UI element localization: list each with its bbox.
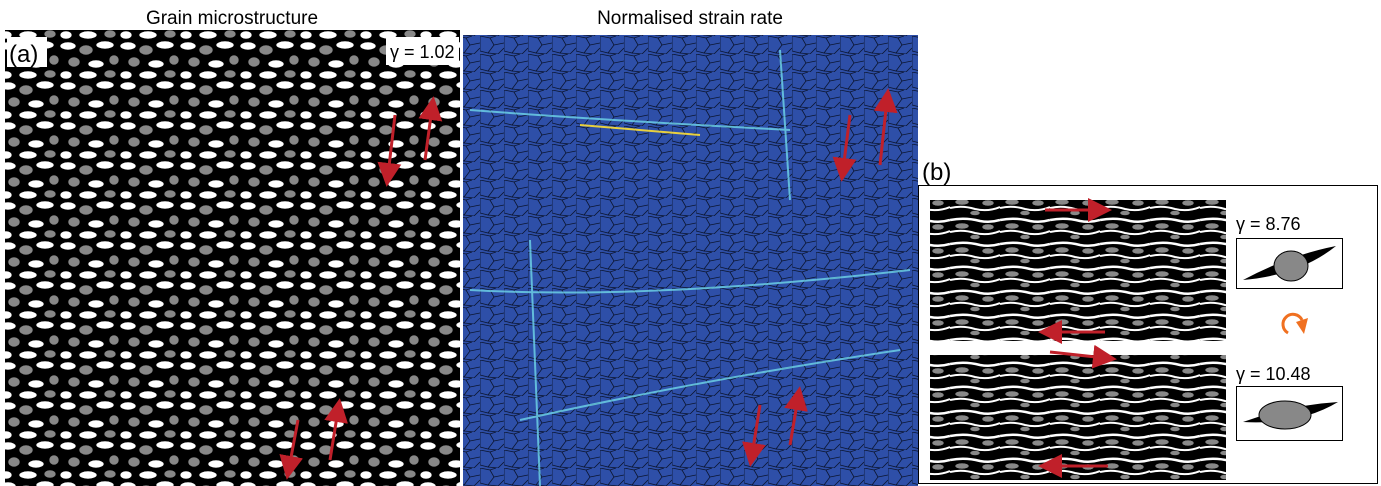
strain-bands: [469, 49, 911, 486]
inset-grain: [1273, 250, 1309, 282]
shear-arrows: [279, 96, 443, 480]
microstructure-image: [5, 30, 460, 486]
panel-label: (a): [9, 41, 38, 68]
panel-title: Grain microstructure: [146, 8, 318, 29]
panel-title: Normalised strain rate: [597, 8, 783, 29]
rotation-arrowhead: [1296, 318, 1308, 334]
rotation-arrow: [1281, 312, 1304, 335]
shear-arrows: [742, 88, 898, 467]
gamma-label: γ = 1.02: [390, 42, 455, 62]
gamma-label: γ = 8.76: [1236, 214, 1301, 234]
panel-frame: [918, 185, 1378, 484]
microstructure-image: [930, 200, 1226, 341]
shear-arrows: [1038, 198, 1117, 478]
panel-label: (b): [922, 159, 951, 186]
label-bg: [7, 37, 47, 67]
microstructure-image: [930, 355, 1226, 480]
gamma-label: γ = 10.48: [1236, 364, 1311, 384]
inset-grain: [1258, 400, 1312, 430]
gamma-bg: [386, 37, 459, 65]
strain-hotspot: [579, 124, 701, 136]
strain-rate-image: [463, 35, 918, 486]
